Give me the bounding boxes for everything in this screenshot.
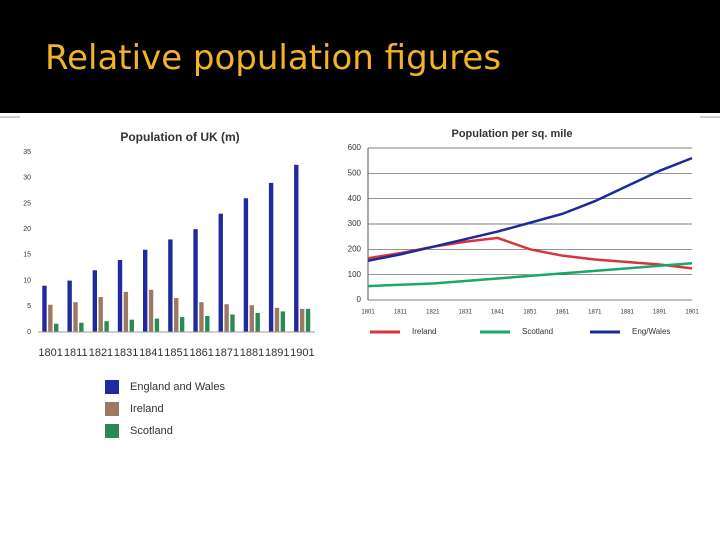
legend-swatch (105, 424, 119, 438)
bar (199, 302, 204, 332)
legend-label: Eng/Wales (632, 327, 670, 336)
bar (154, 318, 160, 332)
x-tick-label: 1861 (556, 310, 570, 316)
bar (48, 304, 53, 332)
y-tick-label: 400 (348, 194, 362, 203)
x-tick-label: 1811 (394, 310, 408, 316)
legend-label: Ireland (412, 327, 436, 336)
bar (129, 319, 134, 332)
bar (274, 307, 280, 332)
bar (168, 239, 173, 332)
y-tick-label: 35 (23, 149, 31, 156)
x-tick-label: 1821 (426, 310, 440, 316)
x-tick-label: 1871 (215, 347, 239, 359)
x-tick-label: 1841 (491, 310, 505, 316)
bar (179, 317, 185, 332)
y-tick-label: 10 (23, 277, 31, 284)
y-tick-label: 5 (27, 303, 31, 310)
bar (143, 249, 148, 332)
x-tick-label: 1801 (38, 347, 62, 359)
x-tick-label: 1811 (64, 347, 88, 359)
legend-label: Ireland (130, 403, 164, 415)
y-tick-label: 25 (23, 200, 31, 207)
bar (73, 302, 78, 332)
x-tick-label: 1881 (240, 347, 264, 359)
legend-swatch (105, 380, 119, 394)
y-tick-label: 300 (348, 219, 362, 228)
bar (98, 297, 103, 332)
y-tick-label: 100 (348, 270, 362, 279)
x-tick-label: 1831 (114, 347, 138, 359)
bar (148, 289, 154, 332)
y-tick-label: 200 (348, 244, 362, 253)
chart-title: Population per sq. mile (451, 128, 572, 140)
bar (193, 229, 198, 332)
y-tick-label: 500 (348, 168, 362, 177)
line (367, 262, 693, 288)
bar (67, 280, 72, 332)
bar (92, 270, 98, 332)
bar (243, 198, 249, 332)
x-tick-label: 1871 (588, 310, 602, 316)
x-tick-label: 1801 (361, 310, 375, 316)
legend-label: Scotland (522, 327, 553, 336)
bar (42, 285, 47, 332)
x-tick-label: 1821 (89, 347, 113, 359)
bar (255, 312, 260, 332)
y-tick-label: 20 (23, 226, 31, 233)
x-tick-label: 1881 (621, 310, 635, 316)
x-tick-label: 1831 (459, 310, 473, 316)
slide-title: Relative population figures (45, 38, 502, 78)
legend-label: England and Wales (130, 381, 225, 393)
legend-label: Scotland (130, 425, 173, 437)
chart-title: Population of UK (m) (120, 130, 239, 144)
y-tick-label: 30 (23, 175, 31, 182)
bar (249, 305, 254, 332)
bar (268, 182, 274, 332)
x-tick-label: 1901 (290, 347, 314, 359)
y-tick-label: 0 (357, 295, 362, 304)
bar (294, 164, 299, 332)
bar (79, 322, 84, 332)
x-tick-label: 1851 (164, 347, 188, 359)
y-tick-label: 0 (27, 329, 31, 336)
y-tick-label: 15 (23, 252, 31, 259)
bar (123, 291, 129, 332)
x-tick-label: 1841 (139, 347, 163, 359)
x-tick-label: 1891 (265, 347, 289, 359)
bar (230, 314, 235, 332)
bar (280, 311, 286, 332)
bar (224, 304, 229, 332)
line (367, 236, 693, 270)
bar (218, 213, 223, 332)
bar (305, 308, 311, 332)
x-tick-label: 1851 (523, 310, 537, 316)
bar (299, 308, 305, 332)
bar (104, 321, 109, 332)
bar (117, 260, 123, 332)
x-tick-label: 1861 (189, 347, 213, 359)
bar (205, 316, 210, 332)
legend-swatch (105, 402, 119, 416)
x-tick-label: 1891 (653, 310, 667, 316)
line (367, 156, 693, 262)
bar (174, 298, 179, 332)
x-tick-label: 1901 (685, 310, 699, 316)
bar (54, 323, 59, 332)
y-tick-label: 600 (348, 143, 362, 152)
header-bar: Relative population figures (0, 0, 720, 113)
